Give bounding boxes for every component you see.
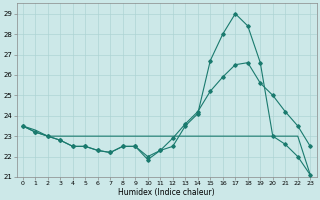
X-axis label: Humidex (Indice chaleur): Humidex (Indice chaleur): [118, 188, 215, 197]
